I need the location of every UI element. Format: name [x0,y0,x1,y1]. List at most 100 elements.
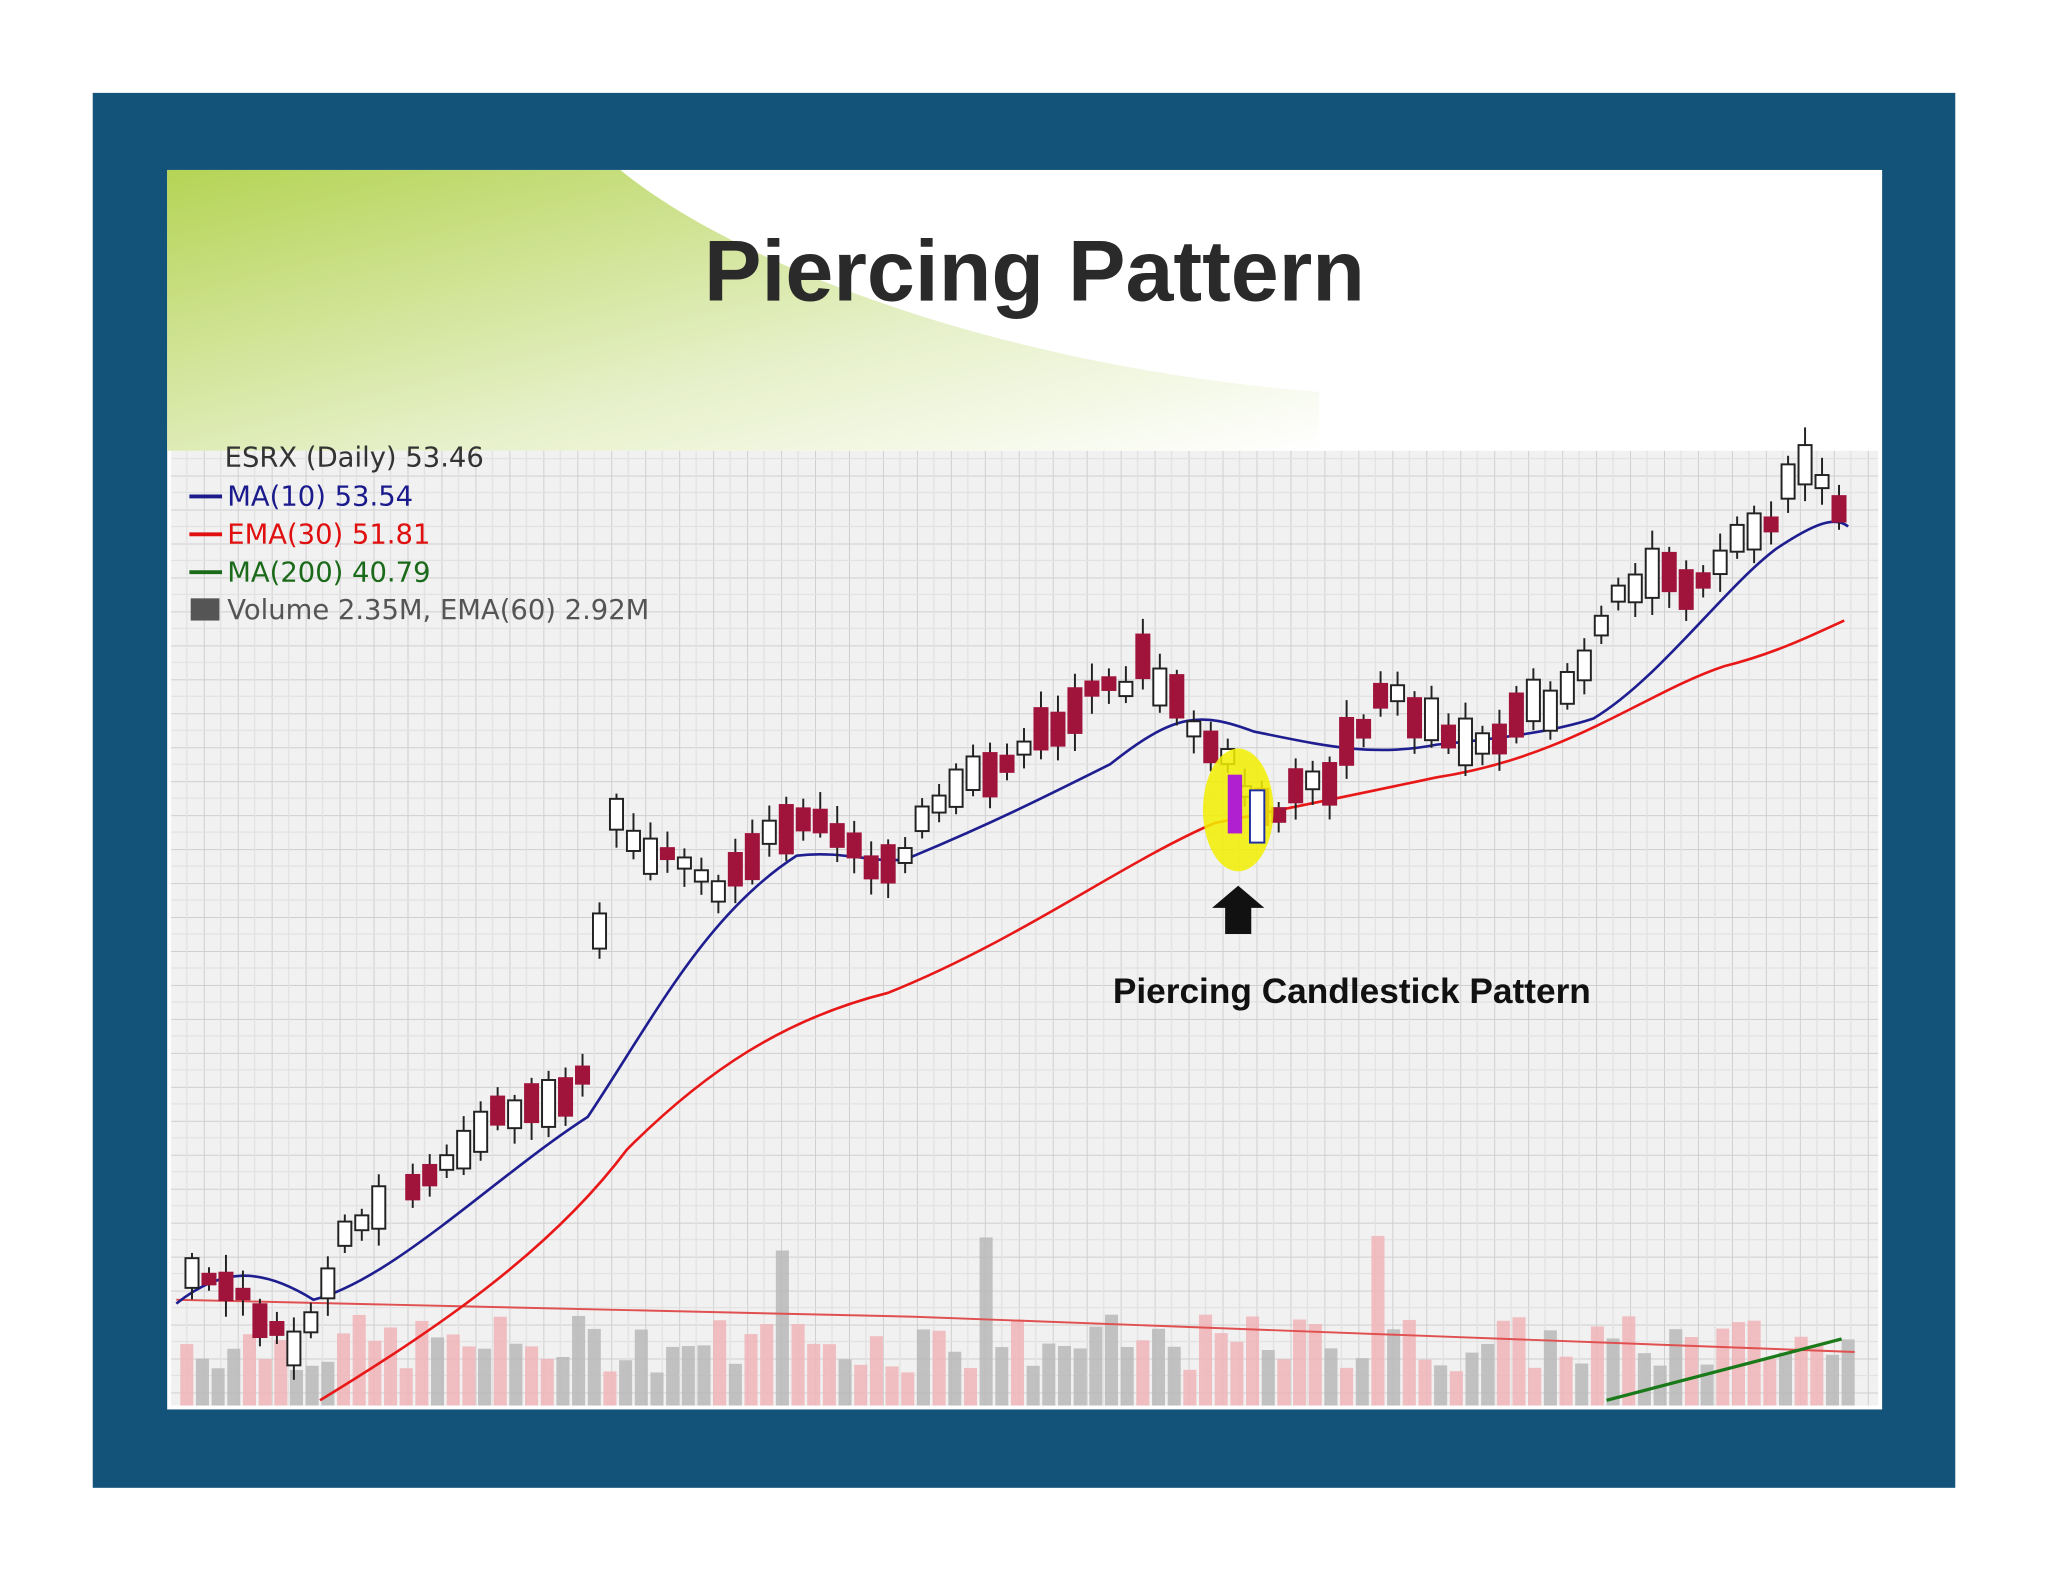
volume-bar [305,1365,319,1406]
volume-bar [807,1343,821,1406]
candle-body [184,1257,200,1289]
candle-body [642,837,658,875]
volume-bar [242,1334,256,1406]
volume-bar [1183,1369,1197,1406]
candle-body [744,833,760,881]
volume-bar [1637,1353,1651,1406]
candle-body [1101,676,1117,691]
candle-body [846,832,862,859]
candle-body [1227,774,1243,834]
volume-bar [822,1344,836,1406]
candle-body [1831,495,1847,523]
volume-bar [1042,1343,1056,1406]
volume-bar [587,1328,601,1406]
volume-ema [176,1298,1855,1353]
volume-bar [760,1324,774,1406]
candle-body [710,880,726,903]
candle-body [659,847,675,861]
volume-bar [619,1360,633,1406]
volume-bar [681,1346,695,1406]
candle-body [201,1272,217,1286]
volume-bar [1512,1317,1526,1406]
volume-bar [1120,1347,1134,1406]
candle-body [863,855,879,880]
volume-bar [932,1330,946,1406]
candle-body [1763,516,1779,533]
candle-body [422,1163,438,1187]
candle-body [1339,716,1355,766]
volume-bar [869,1336,883,1406]
stock-chart [175,427,1855,1406]
volume-bar [1465,1352,1479,1406]
candle-body [1203,730,1219,764]
volume-bar [1559,1356,1573,1406]
candle-body [1712,549,1728,576]
volume-bar [1010,1319,1024,1406]
candle-body [218,1271,234,1302]
header-swoosh [167,169,1320,451]
volume-bar [336,1333,351,1406]
candle-body [303,1311,319,1334]
candle-body [558,1077,574,1117]
volume-bar [1073,1348,1087,1406]
volume-bar [854,1364,868,1406]
volume-bar [1825,1354,1840,1406]
candle-body [1610,584,1626,603]
volume-bar [227,1348,241,1406]
candle-body [490,1095,506,1126]
volume-bar [1418,1359,1432,1406]
candle-body [1186,720,1202,738]
volume-bar [1622,1316,1636,1406]
volume-bar [838,1359,852,1406]
volume-bar [1104,1314,1119,1406]
candle-body [795,807,811,832]
volume-bar [431,1337,445,1406]
volume-bar [1731,1322,1745,1406]
candle-body [575,1065,591,1085]
candle-body [1457,717,1473,767]
volume-bar [1089,1326,1103,1406]
volume-bar [650,1372,664,1406]
candle-body [829,823,845,848]
candle-body [693,869,709,883]
volume-bar [697,1345,711,1406]
legend-entry: MA(200) 40.79 [227,557,430,588]
volume-bar [1293,1319,1307,1406]
candle-body [1593,614,1609,637]
candle-body [286,1330,302,1367]
volume-bar [1136,1340,1150,1406]
volume-bar [775,1250,789,1406]
volume-bar [258,1359,272,1406]
volume-bar [1669,1329,1683,1406]
candle-body [676,856,692,870]
candle-body [1525,678,1541,723]
candle-body [337,1220,353,1247]
slide-title: Piercing Pattern [704,224,1365,320]
volume-bar [1340,1367,1354,1406]
volume-bar [1277,1359,1291,1406]
candle-body [354,1214,370,1232]
volume-bar [634,1329,648,1406]
ma10-line [175,520,1849,1305]
volume-bar [1496,1320,1510,1406]
volume-bar [1355,1358,1369,1406]
volume-bar [1590,1326,1604,1406]
candle-body [1373,682,1389,709]
volume-bar [572,1315,586,1406]
volume-bar [462,1346,476,1406]
candle-body [948,768,964,808]
candle-body [1644,547,1660,599]
volume-bar [1308,1324,1322,1406]
volume-bar [901,1372,915,1406]
volume-bar [415,1320,429,1406]
volume-bar [1152,1328,1166,1406]
candle-body [320,1267,336,1300]
candle-body [1135,633,1151,680]
volume-bar [1057,1345,1072,1406]
volume-bar [1684,1337,1698,1406]
volume-bar [1794,1336,1808,1406]
annotation: Piercing Candlestick Pattern [1113,972,1591,1011]
candle-body [1440,724,1456,749]
volume-bar [274,1339,288,1406]
volume-bar [1543,1330,1557,1406]
